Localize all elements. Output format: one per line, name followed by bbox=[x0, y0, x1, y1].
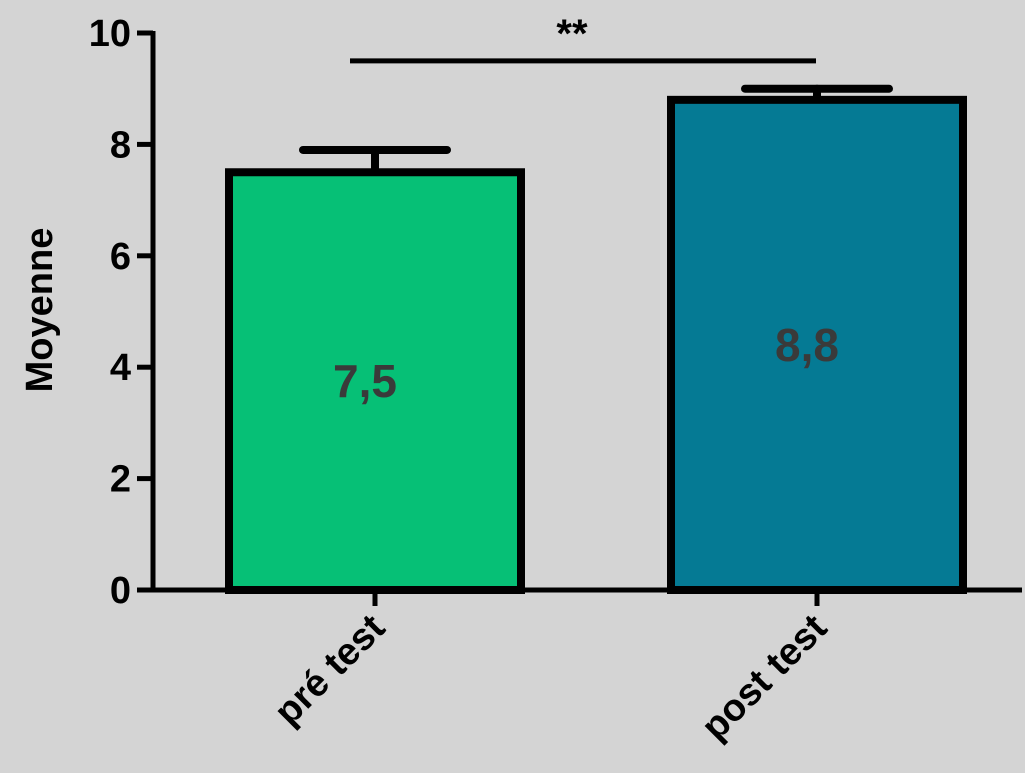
y-tick-label: 8 bbox=[110, 124, 131, 166]
bar-value-label: 8,8 bbox=[775, 319, 839, 371]
bar bbox=[667, 95, 967, 594]
significance-bracket: ** bbox=[350, 12, 816, 64]
x-category-label: pré test bbox=[267, 606, 394, 733]
y-tick-label: 10 bbox=[89, 13, 131, 55]
y-tick-label: 6 bbox=[110, 236, 131, 278]
bar-value-label: 7,5 bbox=[333, 355, 397, 407]
x-axis: pré test post test bbox=[151, 587, 1022, 748]
bar bbox=[225, 168, 525, 594]
y-tick-label: 4 bbox=[110, 347, 131, 389]
y-axis-label: Moyenne bbox=[19, 228, 61, 393]
y-tick-label: 0 bbox=[110, 570, 131, 612]
y-axis: 0 2 4 6 8 10 bbox=[89, 13, 156, 612]
x-category-label: post test bbox=[694, 606, 836, 748]
y-tick-label: 2 bbox=[110, 459, 131, 501]
significance-label: ** bbox=[556, 12, 588, 56]
bars: 7,5 8,8 bbox=[225, 84, 967, 594]
